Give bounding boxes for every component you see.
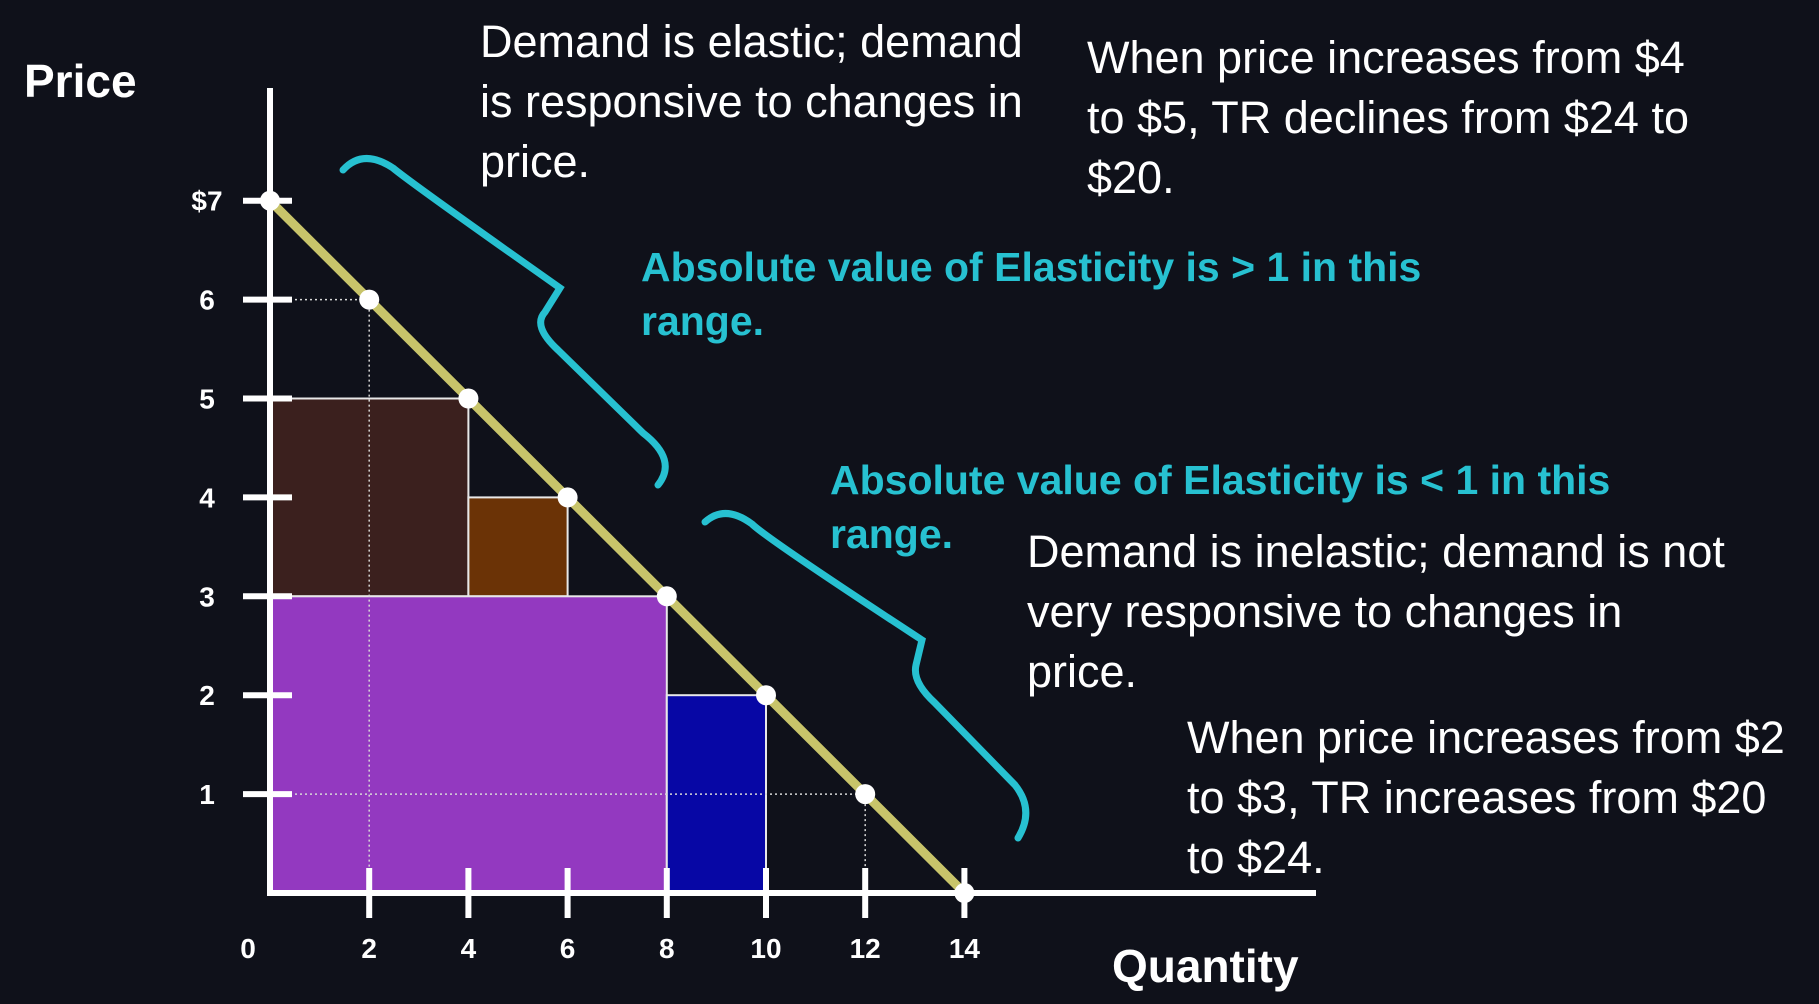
demand-curve	[260, 190, 975, 903]
x-tick-label-3: 4	[461, 933, 477, 964]
y-tick-label-7: $7	[191, 186, 222, 217]
inelastic-range-brace-icon	[701, 510, 1030, 842]
revenue-area-3	[269, 595, 668, 894]
y-tick-label-6: 6	[199, 285, 215, 316]
inelastic-range-label: Absolute value of Elasticity is < 1 in t…	[830, 457, 1611, 557]
y-axis-title: Price	[24, 55, 137, 107]
demand-point-8	[954, 883, 975, 903]
elastic-tr-change-note: When price increases from $4 to $5, TR d…	[1087, 32, 1689, 203]
demand-point-3	[458, 388, 479, 409]
x-axis-title: Quantity	[1112, 940, 1299, 992]
revenue-area-2	[467, 496, 569, 598]
y-tick-label-5: 5	[199, 384, 215, 415]
y-tick-label-2: 2	[199, 680, 215, 711]
braces	[339, 155, 1030, 842]
demand-point-6	[756, 685, 776, 706]
x-tick-label-5: 8	[659, 933, 675, 964]
inelastic-tr-change-note: When price increases from $2 to $3, TR i…	[1187, 712, 1785, 883]
elastic-range-label: Absolute value of Elasticity is > 1 in t…	[641, 244, 1422, 344]
demand-point-1	[260, 190, 280, 211]
elastic-range-brace-icon	[339, 155, 669, 489]
demand-point-5	[656, 586, 677, 607]
x-tick-label-4: 6	[560, 933, 576, 964]
x-tick-label-2: 2	[361, 933, 377, 964]
x-tick-label-7: 12	[850, 933, 881, 964]
y-tick-label-1: 1	[199, 779, 215, 810]
x-tick-label-1: 0	[240, 933, 256, 964]
x-tick-label-6: 10	[750, 933, 781, 964]
revenue-area-1	[269, 397, 470, 598]
demand-line	[265, 196, 969, 898]
revenue-areas	[269, 397, 767, 895]
demand-point-2	[359, 289, 380, 310]
inelastic-description: Demand is inelastic; demand is not very …	[1027, 526, 1725, 697]
demand-point-7	[855, 784, 876, 805]
y-tick-label-4: 4	[199, 482, 215, 513]
demand-point-4	[557, 487, 578, 508]
y-tick-label-3: 3	[199, 581, 215, 612]
x-tick-label-8: 14	[949, 933, 981, 964]
elastic-description: Demand is elastic; demand is responsive …	[480, 16, 1023, 187]
